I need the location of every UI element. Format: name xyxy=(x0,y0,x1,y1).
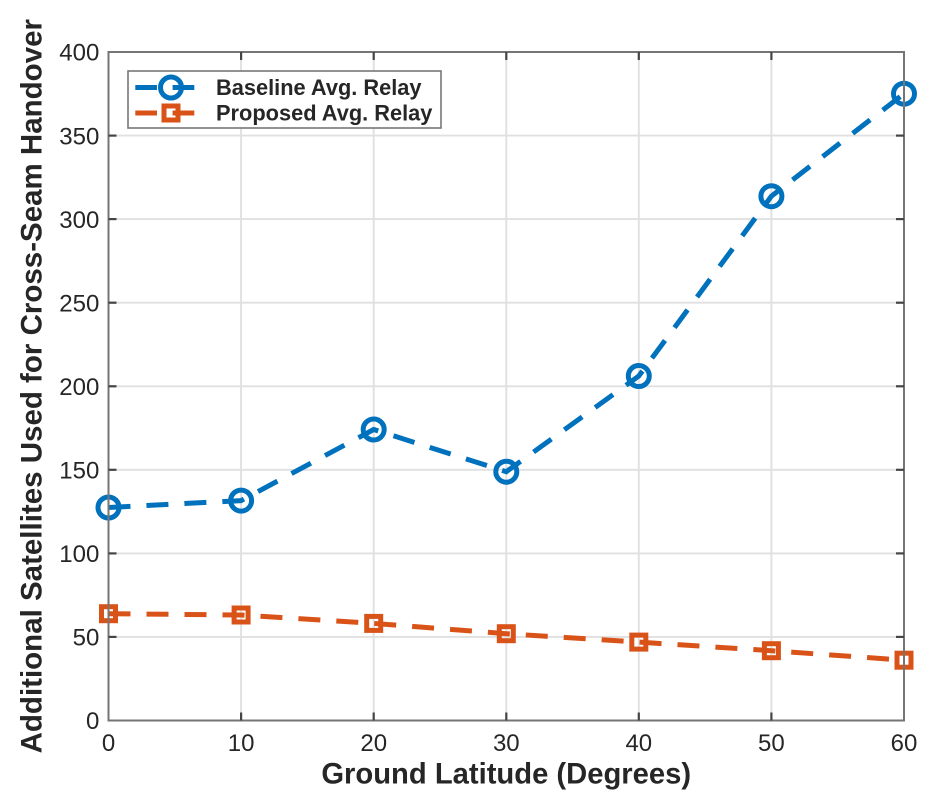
svg-text:20: 20 xyxy=(360,730,387,757)
svg-text:250: 250 xyxy=(59,290,99,317)
svg-text:30: 30 xyxy=(493,730,520,757)
svg-text:150: 150 xyxy=(59,458,99,485)
svg-text:Baseline Avg. Relay: Baseline Avg. Relay xyxy=(216,75,422,100)
svg-text:200: 200 xyxy=(59,374,99,401)
svg-text:350: 350 xyxy=(59,123,99,150)
svg-text:10: 10 xyxy=(228,730,255,757)
svg-text:Proposed Avg. Relay: Proposed Avg. Relay xyxy=(216,101,432,126)
svg-text:0: 0 xyxy=(102,730,115,757)
svg-text:60: 60 xyxy=(891,730,918,757)
svg-text:100: 100 xyxy=(59,541,99,568)
svg-text:Additional Satellites Used for: Additional Satellites Used for Cross-Sea… xyxy=(16,18,49,753)
svg-text:50: 50 xyxy=(73,625,100,652)
svg-text:Ground Latitude (Degrees): Ground Latitude (Degrees) xyxy=(321,758,691,790)
svg-text:300: 300 xyxy=(59,207,99,234)
svg-text:400: 400 xyxy=(59,40,99,67)
svg-text:0: 0 xyxy=(86,708,99,735)
svg-text:40: 40 xyxy=(625,730,652,757)
svg-text:50: 50 xyxy=(758,730,785,757)
